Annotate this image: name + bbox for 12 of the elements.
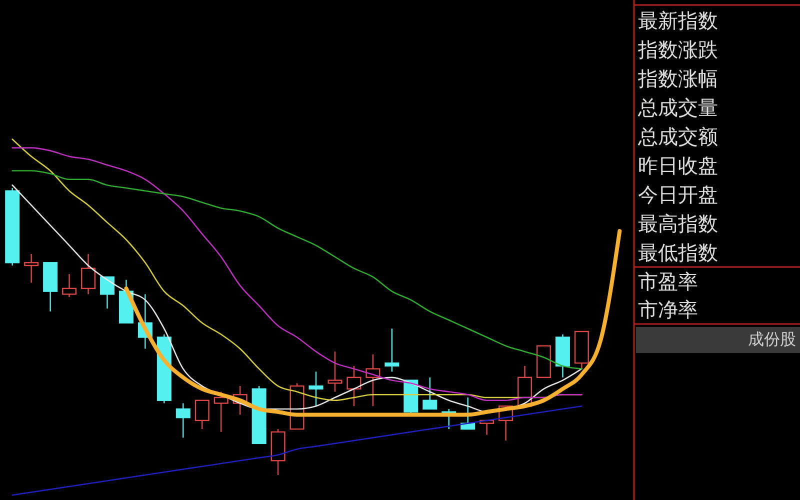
text: 成份股 [748,329,796,348]
text: 总成交额 [637,124,718,148]
text: 昨日收盘 [638,153,718,178]
text: 市净率 [638,297,698,322]
text: 最高指数 [638,211,718,236]
text: 今日开盘 [638,182,718,206]
text: 指数涨幅 [637,66,718,90]
text: 市盈率 [638,269,698,294]
text: 最低指数 [638,240,718,264]
text: 总成交量 [637,95,718,120]
text: 指数涨跌 [637,37,718,62]
text: 最新指数 [638,8,718,32]
